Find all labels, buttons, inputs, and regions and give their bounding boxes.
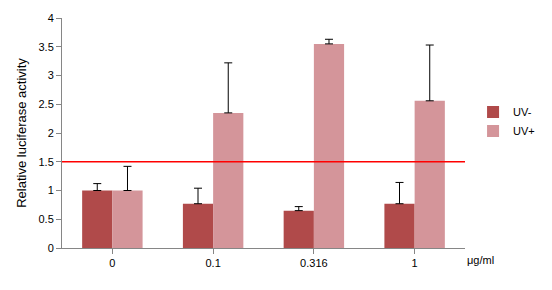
svg-text:Relative luciferase activity: Relative luciferase activity: [14, 58, 29, 208]
svg-text:0.5: 0.5: [39, 213, 54, 225]
svg-text:1.5: 1.5: [39, 156, 54, 168]
svg-text:4: 4: [48, 12, 54, 24]
svg-text:μg/ml: μg/ml: [467, 254, 494, 266]
svg-text:0: 0: [48, 242, 54, 254]
svg-text:3.5: 3.5: [39, 41, 54, 53]
svg-text:0.316: 0.316: [300, 257, 328, 269]
svg-text:1: 1: [48, 184, 54, 196]
svg-text:0: 0: [109, 257, 115, 269]
svg-text:0.1: 0.1: [205, 257, 220, 269]
svg-text:UV+: UV+: [513, 125, 535, 137]
svg-text:2: 2: [48, 127, 54, 139]
svg-text:3: 3: [48, 69, 54, 81]
svg-text:1: 1: [412, 257, 418, 269]
svg-text:UV-: UV-: [513, 106, 532, 118]
svg-text:2.5: 2.5: [39, 98, 54, 110]
